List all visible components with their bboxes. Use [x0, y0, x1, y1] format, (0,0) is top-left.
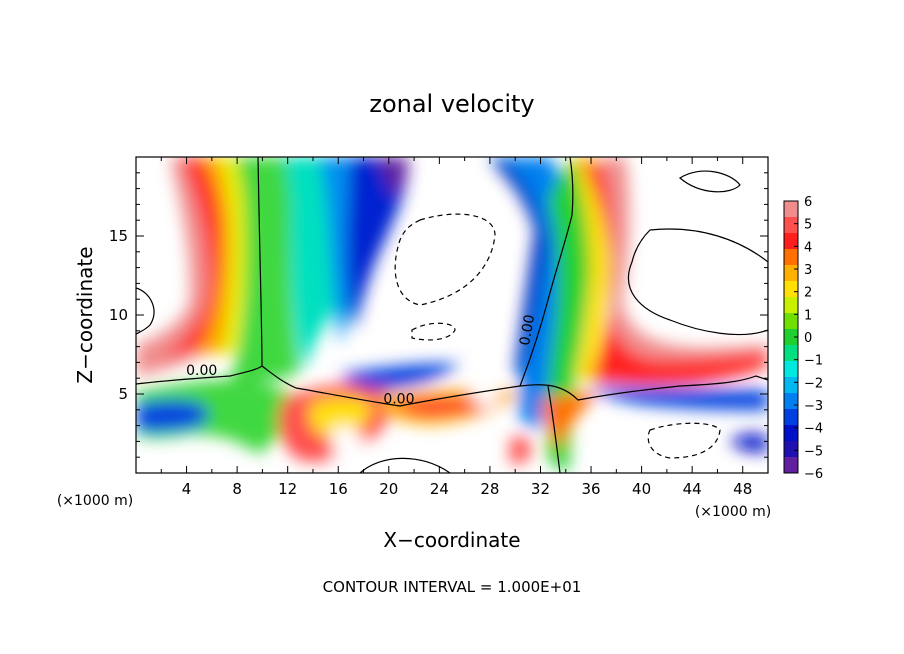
x-tick-label: 20 [379, 480, 398, 498]
contour-dashed-line [394, 213, 496, 306]
contour-line [359, 457, 451, 473]
colorbar-tick-label: 3 [804, 263, 812, 278]
field-region [378, 157, 409, 196]
colorbar-tick-label: 1 [804, 308, 812, 323]
colorbar-swatch [784, 377, 798, 394]
y-unit-note: (×1000 m) [695, 504, 771, 520]
colorbar-swatch [784, 249, 798, 266]
x-unit-note: (×1000 m) [57, 493, 133, 509]
colorbar-swatch [784, 217, 798, 234]
x-tick-label: 48 [733, 480, 752, 498]
x-tick-label: 44 [683, 480, 702, 498]
colorbar-tick-label: −5 [804, 444, 823, 459]
colorbar-tick-label: −4 [804, 422, 823, 437]
colorbar-swatch [784, 233, 798, 250]
contour-zero-line [519, 157, 574, 387]
colorbar-swatch [784, 393, 798, 410]
y-tick-label: 10 [109, 306, 128, 324]
colorbar-swatch [784, 345, 798, 362]
colorbar-tick-label: 2 [804, 286, 812, 301]
contour-dashed-line [411, 322, 456, 341]
contour-zero-line [261, 365, 768, 407]
x-tick-label: 36 [581, 480, 600, 498]
contour-label: 0.00 [186, 363, 217, 379]
colorbar-swatch [784, 409, 798, 426]
x-tick-label: 32 [531, 480, 550, 498]
x-tick-label: 8 [232, 480, 242, 498]
field-region [546, 157, 592, 473]
colorbar-swatch [784, 441, 798, 458]
contour-zero-line [547, 385, 561, 473]
colorbar-swatch [784, 313, 798, 330]
colorbar-tick-label: −3 [804, 399, 823, 414]
field-region [470, 389, 499, 407]
colorbar-swatch [784, 425, 798, 442]
field-region [600, 157, 768, 360]
colorbar: 6 5 4 3 2 1 0 −1 −2 −3 −4 −5 −6 [783, 195, 823, 482]
field-region [340, 363, 460, 390]
contour-label: 0.00 [517, 313, 538, 346]
colorbar-swatch [784, 265, 798, 282]
field-region [510, 436, 532, 465]
contour-zero-line [136, 157, 263, 385]
field-region [730, 434, 768, 452]
x-axis: 4 8 12 16 20 24 28 32 36 40 44 48 [160, 157, 752, 498]
colorbar-swatch [784, 329, 798, 346]
field-region [136, 379, 330, 455]
contour-interval-note: CONTOUR INTERVAL = 1.000E+01 [323, 578, 582, 596]
colorbar-swatch [784, 297, 798, 314]
colorbar-swatch [784, 201, 798, 218]
x-tick-label: 24 [430, 480, 449, 498]
chart-title: zonal velocity [369, 90, 534, 118]
x-tick-label: 16 [329, 480, 348, 498]
field-region [590, 387, 768, 410]
field-region [230, 157, 300, 383]
field-region [284, 157, 340, 370]
field-region [490, 160, 548, 380]
field-region [136, 400, 209, 432]
x-tick-label: 28 [480, 480, 499, 498]
y-tick-label: 15 [109, 227, 128, 245]
colorbar-tick-label: 0 [804, 331, 812, 346]
contour-line [678, 170, 741, 193]
velocity-field: 0.00 0.00 0.00 [136, 157, 768, 473]
contour-label: 0.00 [383, 391, 414, 407]
field-region [395, 398, 500, 416]
x-axis-label: X−coordinate [383, 528, 520, 552]
field-region [218, 157, 250, 356]
contour-line [136, 287, 155, 335]
colorbar-tick-label: 5 [804, 218, 812, 233]
field-region [309, 397, 371, 439]
colorbar-swatch [784, 361, 798, 378]
x-tick-label: 12 [278, 480, 297, 498]
colorbar-tick-label: 6 [804, 195, 812, 210]
colorbar-tick-label: −6 [804, 467, 823, 482]
contour-dashed-line [647, 422, 721, 459]
contour-line [627, 228, 768, 336]
field-region [330, 426, 362, 459]
field-region [580, 157, 768, 385]
colorbar-swatch [784, 457, 798, 474]
colorbar-tick-label: −2 [804, 376, 823, 391]
colorbar-tick-label: −1 [804, 354, 823, 369]
colorbar-tick-label: 4 [804, 240, 812, 255]
y-axis-label: Z−coordinate [73, 246, 97, 383]
x-tick-label: 40 [632, 480, 651, 498]
x-tick-label: 4 [182, 480, 192, 498]
y-tick-label: 5 [118, 385, 128, 403]
y-axis: 5 10 15 [109, 172, 768, 458]
colorbar-swatch [784, 281, 798, 298]
field-region [346, 157, 407, 330]
